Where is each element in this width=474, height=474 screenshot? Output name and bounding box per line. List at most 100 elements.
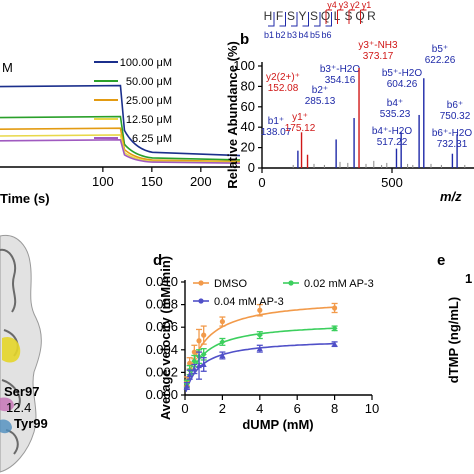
panel-b-y-tick-label-40: 40 [241, 119, 255, 134]
legend-label-a-4: 6.25 μM [132, 133, 172, 145]
data-point-1-5 [219, 338, 226, 345]
b-ion-bracket-4 [314, 12, 321, 27]
panel-d-x-tick-label-4: 4 [256, 401, 263, 416]
panel-d-x-tick-label-0: 0 [181, 401, 188, 416]
data-point-2-2 [191, 366, 198, 372]
data-point-1-7 [331, 325, 338, 332]
panel-d-x-tick-label-8: 8 [331, 401, 338, 416]
panel-e: e 1 dTMP (ng/mL) [437, 252, 472, 383]
panel-d-legend: DMSO 0.02 mM AP-3 0.04 mM AP-3 [193, 278, 374, 308]
y-ion-marker-0: y4 [327, 0, 337, 10]
data-point-0-4 [201, 332, 207, 338]
panel-b-y-ticks: 0 20 40 60 80 100 [233, 58, 262, 175]
data-point-2-5 [219, 352, 226, 358]
data-point-0-5 [219, 318, 225, 325]
peak-label-0: b1⁺ 138.07 [261, 116, 292, 138]
legend-label-a-2: 25.00 μM [126, 95, 172, 107]
panel-e-top-tick: 1 [465, 271, 472, 286]
panel-d-y-tick-label-0.004: 0.004 [145, 342, 178, 357]
peak-label-10: b6⁺-H2O 732.31 [432, 128, 473, 150]
data-point-0-3 [196, 338, 202, 344]
sensorgram-line-0 [0, 84, 241, 157]
data-point-2-3 [196, 362, 203, 369]
panel-d-y-ticks: 0.000 0.002 0.004 0.006 0.008 0.010 [145, 274, 185, 402]
panel-d-x-ticks: 0 2 4 6 8 10 [181, 395, 379, 416]
panel-b-y-label: Relative Abundance (%) [225, 41, 240, 189]
peak-label-2: y1⁺ 175.12 [285, 112, 316, 134]
b-ion-bracket-2 [291, 12, 298, 27]
peak-label-1: y2(2+)⁺ 152.08 [266, 72, 300, 94]
sensorgram-line-1 [0, 115, 241, 161]
panel-d-y-tick-label-0.010: 0.010 [145, 274, 178, 289]
residue-blue [0, 419, 12, 434]
panel-d-y-tick-label-0.006: 0.006 [145, 319, 178, 334]
sequence-residue-2: S [287, 9, 295, 23]
b-ion-marker-1: b2 [275, 30, 285, 40]
legend-marker-d-0 [198, 280, 204, 286]
data-point-2-1 [186, 371, 193, 378]
peak-label-11: b6⁺ 750.32 [440, 100, 471, 122]
b-ion-marker-3: b4 [298, 30, 308, 40]
data-point-0-6 [257, 307, 263, 313]
y-ion-marker-2: y2 [350, 0, 360, 10]
residue-label-ser97: Ser97 [4, 384, 39, 399]
panel-d-x-tick-label-2: 2 [219, 401, 226, 416]
ligand-pink [0, 397, 14, 412]
data-point-2-4 [200, 361, 207, 367]
data-point-2-7 [331, 341, 338, 347]
panel-b-y-tick-label-0: 0 [248, 160, 255, 175]
sensorgram-line-2 [0, 127, 241, 163]
data-point-0-2 [191, 349, 197, 355]
protein-ribbon [0, 248, 21, 455]
panel-d-y-label: Average velocity (mM/min) [158, 256, 173, 420]
panel-a-x-tick-label-100: 100 [92, 174, 114, 189]
panel-e-letter: e [437, 252, 445, 269]
data-point-1-6 [256, 332, 263, 339]
panel-b-y-tick-label-60: 60 [241, 99, 255, 114]
sequence-residue-3: Y [298, 9, 306, 23]
panel-a-x-tick-label-200: 200 [190, 174, 212, 189]
b-ion-bracket-3 [302, 12, 309, 27]
legend-label-d-2: 0.04 mM AP-3 [214, 296, 284, 308]
panel-d-y-tick-label-0.000: 0.000 [145, 387, 178, 402]
panel-b-y-tick-label-20: 20 [241, 140, 255, 155]
sequence-residue-0: H [264, 9, 273, 23]
b-ion-marker-2: b3 [287, 30, 297, 40]
legend-label-a-1: 50.00 μM [126, 76, 172, 88]
peak-label-3: b2⁺ 285.13 [305, 85, 336, 107]
sequence-residue-9: R [367, 9, 376, 23]
peak-label-5: y3⁺-NH3 373.17 [358, 40, 398, 62]
panel-b-x-label: m/z [440, 189, 462, 204]
panel-c-structure: Ser97 12.4 Tyr99 [0, 234, 48, 473]
y-ion-marker-1: y3 [339, 0, 349, 10]
legend-marker-d-2 [198, 298, 204, 304]
legend-marker-d-1 [288, 280, 294, 286]
distance-label: 12.4 [6, 400, 31, 415]
data-point-1-2 [191, 358, 198, 365]
ligand-yellow [2, 336, 21, 363]
panel-a-unit-fragment: M [2, 60, 13, 75]
legend-label-d-0: DMSO [214, 278, 247, 290]
panel-d: d 0.000 0.002 0.004 0.006 0.008 0.010 0 2 4 6 8 10… [145, 252, 379, 432]
data-point-0-7 [332, 305, 338, 311]
peak-label-8: b5⁺-H2O 604.26 [382, 68, 423, 90]
panel-d-x-label: dUMP (mM) [242, 417, 313, 432]
b-ion-marker-4: b5 [310, 30, 320, 40]
panel-a-x-label: Time (s) [0, 191, 50, 206]
panel-b-letter: b [240, 31, 249, 48]
b-ion-bracket-1 [279, 12, 286, 27]
b-ion-marker-5: b6 [321, 30, 331, 40]
panel-b-y-tick-label-80: 80 [241, 78, 255, 93]
panel-b-x-tick-label-0: 0 [258, 175, 265, 190]
b-ion-bracket-0 [268, 12, 275, 27]
y-ion-bracket-0 [325, 9, 332, 24]
sequence-residue-1: F [276, 9, 283, 23]
peak-label-4: b3⁺-H2O 354.16 [320, 64, 361, 86]
y-ion-bracket-2 [348, 9, 355, 24]
protein-surface [0, 234, 42, 473]
b-ion-bracket-5 [325, 12, 332, 27]
residue-label-tyr99: Tyr99 [14, 416, 48, 431]
